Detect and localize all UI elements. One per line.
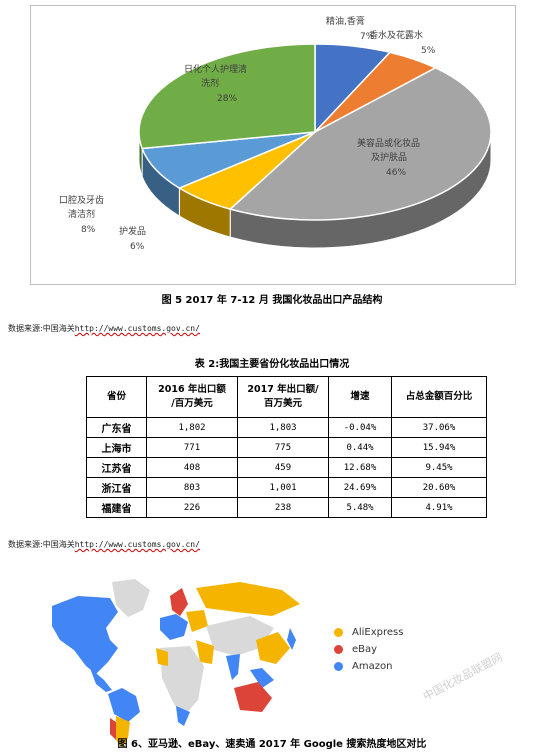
pie-slice-4 [141,131,316,189]
pie-chart-frame: 精油,香膏 7% 香水及花露水 5% 美容品或化妆品 及护肤品 46% 护发品 … [30,5,516,285]
map-russia [196,582,300,616]
pie-chart: 精油,香膏 7% 香水及花露水 5% 美容品或化妆品 及护肤品 46% 护发品 … [59,15,492,252]
slice-value-hair-care: 6% [130,242,145,252]
map-legend: AliExpress eBay Amazon [334,624,403,675]
map-east-asia [256,632,290,664]
cell-share: 15.94% [391,437,487,458]
cell-2016: 771 [146,437,238,458]
slice-value-oral-care: 8% [81,225,96,235]
header-growth: 增速 [328,376,392,418]
slice-label-essential-oil: 精油,香膏 [326,15,365,27]
watermark: 中国化妆品联盟网 [420,650,505,704]
cell-growth: 12.68% [328,457,392,478]
source-note-1: 数据来源:中国海关http://www.customs.gov.cn/ [8,323,200,334]
table-caption: 表 2:我国主要省份化妆品出口情况 [194,359,350,370]
cell-share: 9.45% [391,457,487,478]
slice-value-cosmetics: 46% [386,168,406,178]
pie-slice-5 [138,43,316,150]
map-western-europe [160,614,188,640]
cell-2016: 408 [146,457,238,478]
map-middle-east [196,640,214,664]
cell-growth: 5.48% [328,497,392,518]
slice-value-personal-care: 28% [217,94,237,104]
slice-label-hair-care: 护发品 [119,225,146,237]
slice-label-personal-care-1: 日化个人护理清 [184,63,247,75]
slice-label-cosmetics-2: 及护肤品 [371,151,407,163]
cell-2016: 1,802 [146,417,238,438]
cell-2016: 226 [146,497,238,518]
map-greenland [112,579,150,617]
legend-item-amazon: Amazon [334,658,403,675]
cell-share: 4.91% [391,497,487,518]
source-url[interactable]: http://www.customs.gov.cn/ [74,540,200,549]
header-province: 省份 [86,376,147,418]
cell-2017: 459 [237,457,329,478]
cell-2017: 1,001 [237,477,329,498]
source-note-2: 数据来源:中国海关http://www.customs.gov.cn/ [8,539,200,550]
cell-province: 广东省 [86,417,147,438]
header-2016-line1: 2016 年出口额 [158,384,226,395]
table-header-row: 省份 2016 年出口额/百万美元 2017 年出口额/百万美元 增速 占总金额… [86,376,487,418]
province-export-table: 省份 2016 年出口额/百万美元 2017 年出口额/百万美元 增速 占总金额… [86,376,487,518]
legend-label: AliExpress [352,627,404,638]
map-north-america [52,596,118,674]
header-2017-line2: 百万美元 [263,398,302,409]
cell-2017: 1,803 [237,417,329,438]
map-central-america [90,668,112,692]
table-row: 福建省 226 238 5.48% 4.91% [86,497,487,518]
cell-province: 福建省 [86,497,147,518]
map-southeast-asia [250,668,274,688]
cell-province: 浙江省 [86,477,147,498]
map-scandinavia [170,588,188,616]
header-2016: 2016 年出口额/百万美元 [146,376,238,418]
source-url[interactable]: http://www.customs.gov.cn/ [74,324,200,333]
legend-label: Amazon [352,661,393,672]
legend-label: eBay [352,644,378,655]
map-africa-south [176,706,190,726]
map-japan [287,628,296,650]
table-row: 上海市 771 775 0.44% 15.94% [86,437,487,458]
cell-2016: 803 [146,477,238,498]
slice-label-personal-care-2: 洗剂 [201,77,219,89]
pie-slice-2 [228,67,492,221]
cell-growth: 24.69% [328,477,392,498]
map-south-america-amazon [108,688,140,722]
cell-province: 上海市 [86,437,147,458]
legend-item-aliexpress: AliExpress [334,624,403,641]
legend-item-ebay: eBay [334,641,403,658]
cell-share: 20.60% [391,477,487,498]
legend-dot-icon [334,662,343,671]
map-africa-aliexpress [156,648,168,666]
slice-label-cosmetics-1: 美容品或化妆品 [357,137,420,149]
cell-2017: 775 [237,437,329,458]
table-row: 江苏省 408 459 12.68% 9.45% [86,457,487,478]
header-2017-line1: 2017 年出口额/ [247,384,319,395]
header-2016-line2: /百万美元 [171,398,213,409]
legend-dot-icon [334,645,343,654]
slice-value-perfume: 5% [421,46,436,56]
map-asia-grey [206,616,274,656]
legend-dot-icon [334,628,343,637]
table-row: 广东省 1,802 1,803 -0.04% 37.06% [86,417,487,438]
map-africa [160,646,204,718]
table-row: 浙江省 803 1,001 24.69% 20.60% [86,477,487,498]
header-share: 占总金额百分比 [391,376,487,418]
cell-2017: 238 [237,497,329,518]
slice-label-oral-care-1: 口腔及牙齿 [59,194,104,206]
header-2017: 2017 年出口额/百万美元 [237,376,329,418]
map-india [226,654,240,680]
cell-share: 37.06% [391,417,487,438]
slice-value-essential-oil: 7% [360,32,375,42]
map-australia [234,682,272,712]
figure6-caption: 图 6、亚马逊、eBay、速卖通 2017 年 Google 搜索热度地区对比 [117,739,427,750]
cell-growth: 0.44% [328,437,392,458]
figure5-caption: 图 5 2017 年 7-12 月 我国化妆品出口产品结构 [161,295,383,306]
slice-label-perfume: 香水及花露水 [369,29,423,41]
map-eastern-europe [186,610,208,632]
source-label: 数据来源:中国海关 [8,324,75,333]
cell-growth: -0.04% [328,417,392,438]
cell-province: 江苏省 [86,457,147,478]
source-label: 数据来源:中国海关 [8,540,75,549]
slice-label-oral-care-2: 清洁剂 [68,208,95,220]
